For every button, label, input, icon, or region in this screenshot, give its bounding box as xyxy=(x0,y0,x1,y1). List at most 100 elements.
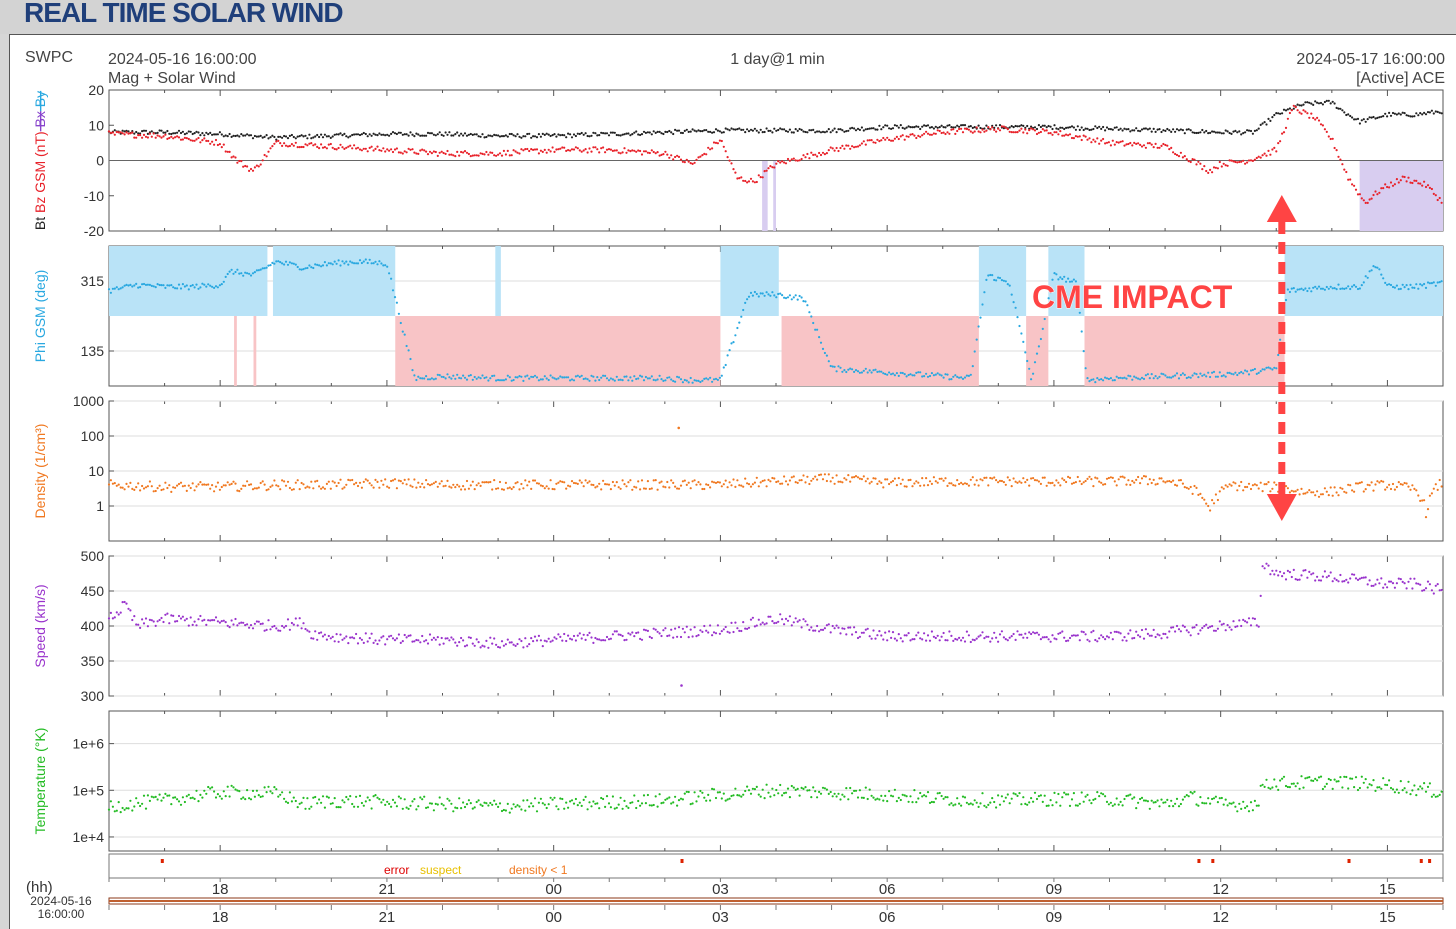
density-point xyxy=(423,486,426,489)
density-point xyxy=(858,477,862,480)
speed-point xyxy=(1076,634,1079,637)
phi-point xyxy=(199,286,202,289)
temperature-point xyxy=(862,796,865,800)
bt-point xyxy=(246,133,249,136)
bz-point xyxy=(1424,185,1428,189)
bz-point xyxy=(216,143,219,147)
bt-point xyxy=(1397,112,1400,115)
density-point xyxy=(1086,477,1089,480)
speed-point xyxy=(1024,632,1027,635)
y-tick-label: 10 xyxy=(88,117,104,133)
bz-point xyxy=(851,145,854,148)
bz-point xyxy=(1356,193,1360,196)
density-point xyxy=(203,483,206,486)
bt-point xyxy=(1086,127,1089,130)
phi-point xyxy=(1115,375,1118,378)
bt-point xyxy=(545,132,548,135)
density-point xyxy=(928,480,932,483)
speed-point xyxy=(1100,634,1103,637)
temperature-point xyxy=(1037,795,1040,798)
bt-point xyxy=(771,131,774,134)
speed-point xyxy=(1220,623,1223,626)
speed-point xyxy=(969,640,972,644)
bz-point xyxy=(473,154,476,157)
hour-tick-label: 06 xyxy=(879,881,896,898)
speed-point xyxy=(749,618,753,621)
bt-point xyxy=(763,130,766,134)
bt-point xyxy=(586,134,589,138)
phi-point xyxy=(386,265,389,268)
speed-point xyxy=(909,639,912,642)
speed-point xyxy=(152,620,155,623)
density-point xyxy=(318,485,321,488)
bz-point xyxy=(1333,146,1336,150)
temperature-point xyxy=(607,802,611,805)
speed-point xyxy=(374,639,377,642)
bt-point xyxy=(781,128,784,131)
temperature-point xyxy=(213,790,216,793)
speed-point xyxy=(923,632,926,635)
bx-shade xyxy=(762,160,768,231)
speed-point xyxy=(1068,636,1072,640)
speed-point xyxy=(1107,636,1110,639)
density-point xyxy=(537,482,541,485)
bt-point xyxy=(1113,126,1116,129)
speed-point xyxy=(818,630,821,633)
density-point xyxy=(808,482,811,486)
temperature-point xyxy=(197,800,200,803)
speed-point xyxy=(1179,630,1182,633)
density-point xyxy=(238,490,241,493)
density-point xyxy=(1430,492,1433,495)
speed-point xyxy=(450,636,453,639)
bz-point xyxy=(318,147,321,150)
density-point xyxy=(172,486,175,489)
density-point xyxy=(1078,480,1081,483)
bz-point xyxy=(417,152,420,155)
bz-point xyxy=(611,149,615,152)
speed-point xyxy=(172,614,175,618)
bt-point xyxy=(502,135,505,138)
density-point xyxy=(726,486,729,489)
density-point xyxy=(687,481,690,484)
phi-point xyxy=(800,296,803,299)
bz-point xyxy=(172,137,175,140)
speed-point xyxy=(426,642,430,645)
speed-point xyxy=(1428,583,1431,586)
temperature-point xyxy=(714,796,718,800)
bz-point xyxy=(1436,198,1439,202)
phi-point xyxy=(1249,369,1253,372)
phi-point xyxy=(897,374,900,377)
bz-point xyxy=(736,177,739,180)
phi-point xyxy=(487,379,490,382)
toward-sector xyxy=(395,316,721,386)
density-point xyxy=(456,483,459,486)
speed-point xyxy=(973,639,976,642)
density-point xyxy=(1137,475,1140,479)
density-point xyxy=(216,481,219,484)
density-point xyxy=(905,485,908,488)
bz-point xyxy=(1393,183,1396,186)
phi-point xyxy=(1393,286,1396,289)
bt-point xyxy=(1104,129,1107,132)
temperature-point xyxy=(485,802,488,805)
temperature-point xyxy=(532,805,535,808)
bz-point xyxy=(156,134,159,137)
temperature-point xyxy=(300,801,303,804)
phi-point xyxy=(1419,283,1422,286)
speed-point xyxy=(1267,564,1270,567)
phi-point xyxy=(961,377,965,380)
bz-point xyxy=(419,149,422,152)
bt-point xyxy=(747,130,751,133)
phi-point xyxy=(672,379,675,383)
phi-point xyxy=(1105,377,1109,380)
phi-point xyxy=(1144,374,1147,377)
bt-point xyxy=(967,125,971,128)
bt-point xyxy=(283,134,286,138)
density-point xyxy=(1098,480,1101,483)
density-point xyxy=(814,475,817,478)
bz-point xyxy=(1329,137,1332,141)
temperature-point xyxy=(1022,796,1025,799)
bt-point xyxy=(1234,129,1237,132)
phi-point xyxy=(553,377,556,380)
density-point xyxy=(559,480,562,483)
